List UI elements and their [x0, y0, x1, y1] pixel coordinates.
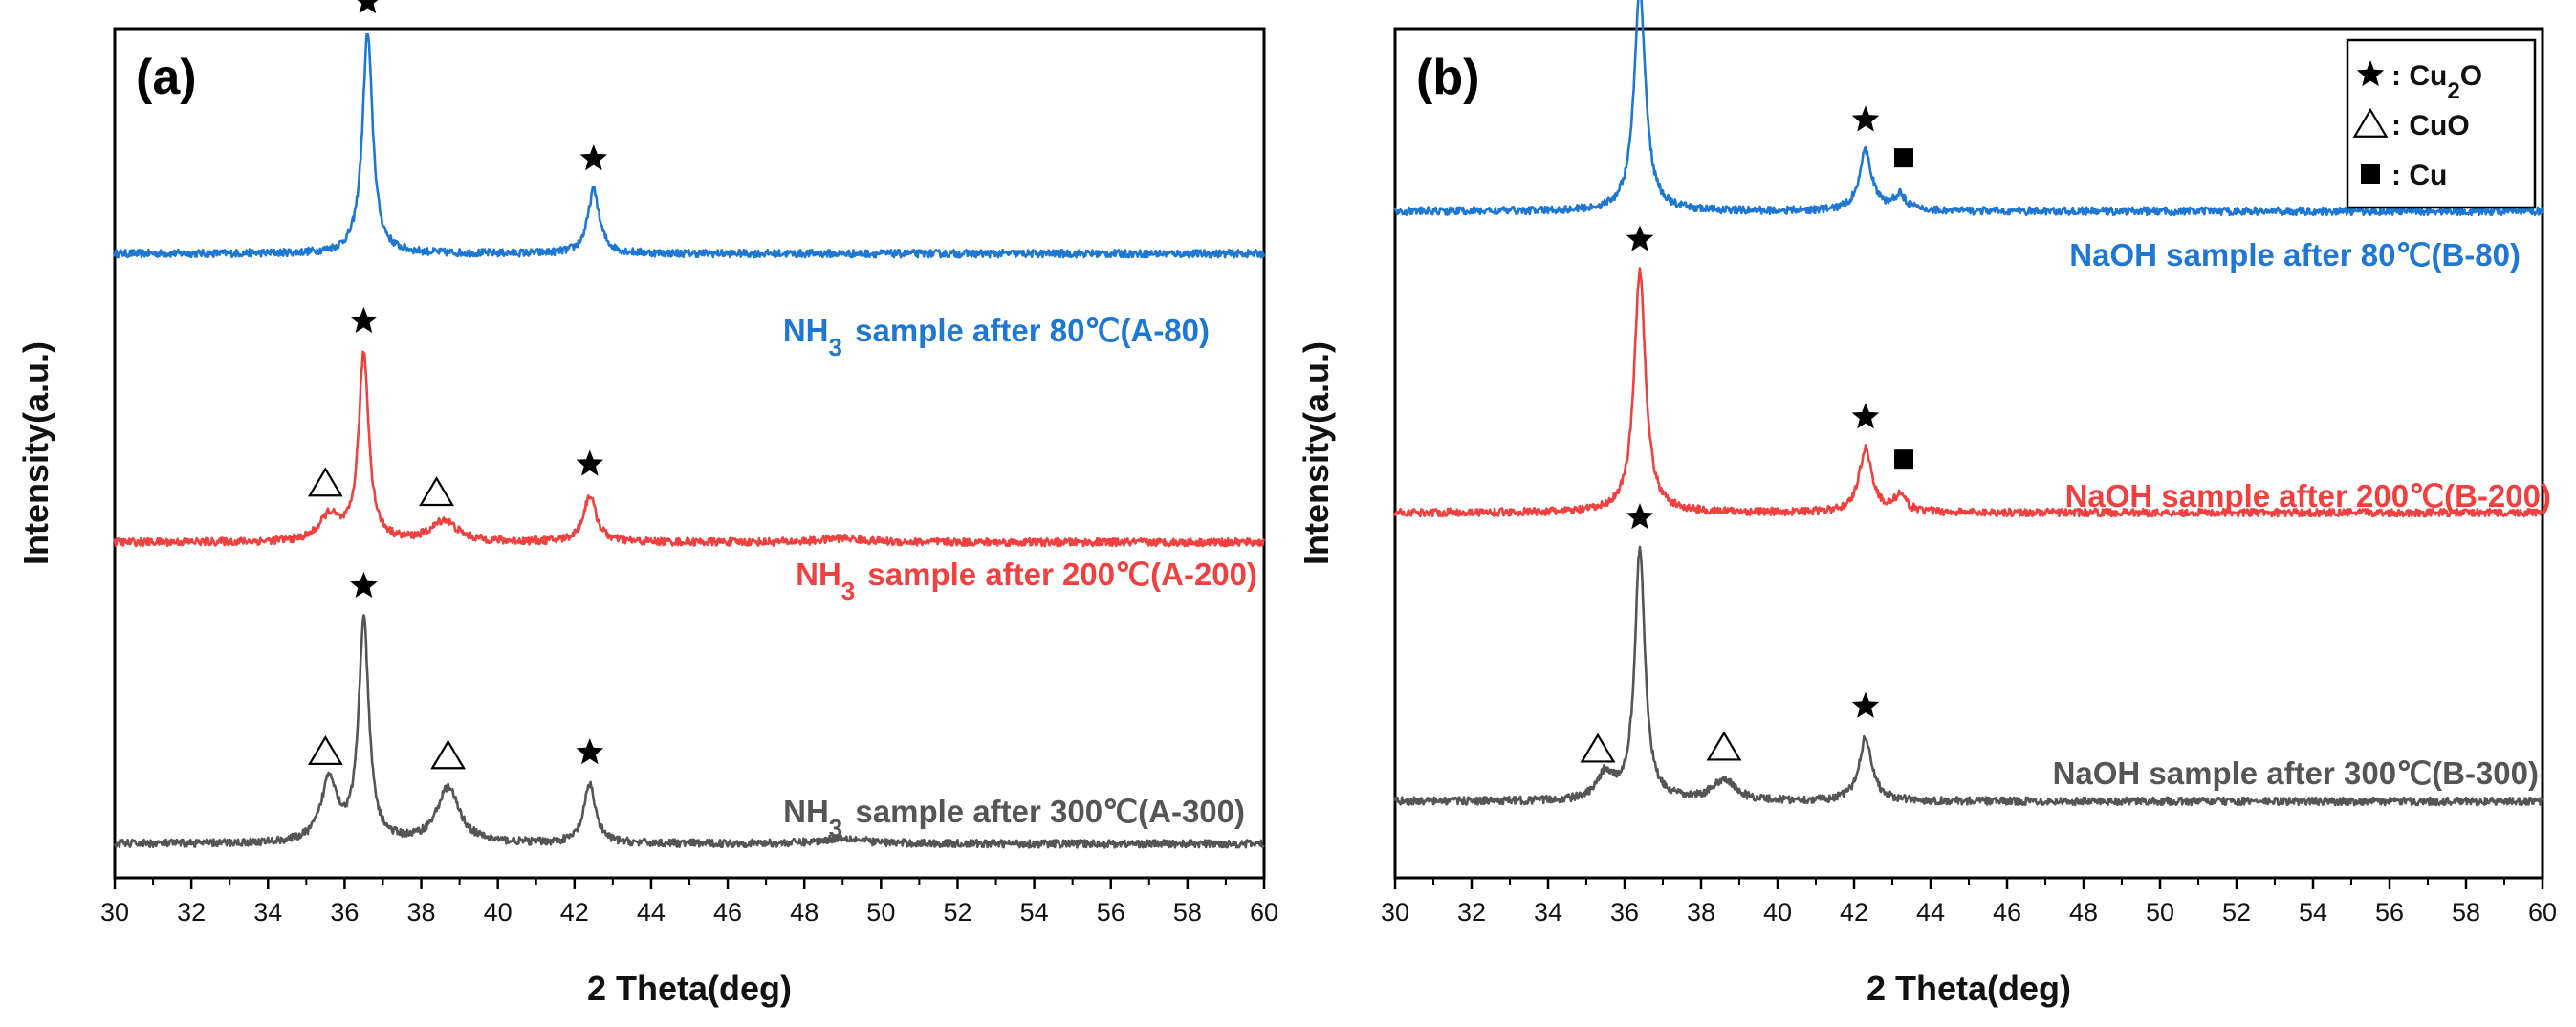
marker-triangle-B-300-2: [1706, 731, 1742, 761]
x-tick-label: 56: [1097, 898, 1125, 927]
x-tick-label: 32: [177, 898, 206, 927]
x-tick-label: 48: [790, 898, 819, 927]
series-label-A-200: NH3 sample after 200℃(A-200): [796, 557, 1257, 605]
x-tick-label: 46: [1993, 898, 2021, 927]
x-tick-label: 54: [1020, 898, 1049, 927]
marker-triangle-A-300-2: [430, 739, 467, 770]
marker-star-A-80-0: [357, 0, 379, 14]
marker-star-A-200-3: [576, 449, 604, 476]
x-tick-label: 52: [943, 898, 971, 927]
panel-label: (b): [1416, 50, 1479, 105]
x-tick-label: 36: [330, 898, 359, 927]
series-line-B-200: [1393, 267, 2544, 518]
x-tick-label: 36: [1610, 898, 1639, 927]
x-tick-label: 48: [2069, 898, 2098, 927]
panel-b: 30 32 34 36 38 40 42 44 46 48 50 52 54 56 58 60 2 Theta(…: [1297, 0, 2557, 1008]
x-tick-label: 58: [1173, 898, 1202, 927]
x-tick-label: 46: [713, 898, 742, 927]
x-tick-label: 54: [2299, 898, 2327, 927]
y-axis-title: Intensity(a.u.): [16, 341, 55, 565]
marker-square-B-200-2: [1894, 449, 1913, 470]
series-label-B-200: NaOH sample after 200℃(B-200): [2065, 478, 2551, 514]
marker-star-B-300-3: [1851, 691, 1880, 718]
series-line-A-200: [113, 350, 1266, 548]
marker-triangle-A-200-2: [419, 476, 454, 507]
marker-star-B-80-1: [1851, 105, 1880, 132]
x-tick-label: 60: [2528, 898, 2557, 927]
y-axis-title: Intensity(a.u.): [1297, 341, 1336, 565]
panel-label: (a): [136, 50, 197, 105]
x-axis-title: 2 Theta(deg): [587, 969, 792, 1008]
legend-triangle-icon: [2352, 107, 2389, 138]
legend-star-icon: [2356, 60, 2385, 87]
x-tick-label: 60: [1250, 898, 1278, 927]
marker-star-B-300-1: [1626, 503, 1654, 530]
series-label-B-300: NaOH sample after 300℃(B-300): [2053, 755, 2539, 791]
marker-star-A-300-1: [350, 571, 378, 598]
series-label-A-300: NH3 sample after 300℃(A-300): [783, 794, 1245, 842]
x-tick-label: 50: [2146, 898, 2174, 927]
x-tick-label: 58: [2452, 898, 2480, 927]
x-tick-label: 38: [407, 898, 436, 927]
x-tick-label: 44: [637, 898, 666, 927]
plot-frame: [113, 27, 1266, 880]
x-tick-label: 42: [560, 898, 589, 927]
legend-entry-text: : CuO: [2391, 110, 2470, 142]
legend-square-icon: [2361, 164, 2380, 184]
series-line-B-80: [1393, 0, 2544, 217]
marker-star-B-200-0: [1626, 225, 1654, 251]
x-tick-label: 34: [1534, 898, 1562, 927]
series-line-B-300: [1393, 545, 2543, 807]
panel-a: 30 32 34 36 38 40 42 44 46 48 50 52 54 56 58 60 2 Theta(…: [16, 0, 1278, 1008]
marker-star-B-200-1: [1851, 403, 1880, 429]
marker-square-B-80-2: [1894, 148, 1913, 168]
x-tick-label: 32: [1457, 898, 1486, 927]
marker-triangle-A-300-0: [307, 734, 343, 765]
x-tick-label: 44: [1916, 898, 1945, 927]
series-line-A-300: [113, 614, 1265, 849]
legend-entry-text: : Cu: [2391, 160, 2447, 191]
x-tick-label: 38: [1687, 898, 1715, 927]
x-tick-label: 56: [2375, 898, 2404, 927]
marker-star-A-300-3: [576, 738, 604, 765]
x-tick-label: 40: [1763, 898, 1792, 927]
x-tick-label: 50: [866, 898, 895, 927]
x-tick-label: 30: [100, 898, 129, 927]
marker-star-A-200-1: [350, 306, 378, 334]
x-tick-label: 40: [484, 898, 513, 927]
series-line-A-80: [113, 32, 1266, 259]
series-label-A-80: NH3 sample after 80℃(A-80): [783, 313, 1210, 361]
series-label-B-80: NaOH sample after 80℃(B-80): [2069, 237, 2521, 273]
marker-triangle-A-200-0: [307, 467, 343, 497]
x-tick-label: 42: [1840, 898, 1868, 927]
marker-star-A-80-1: [579, 144, 608, 171]
x-tick-label: 52: [2222, 898, 2251, 927]
marker-triangle-B-300-0: [1580, 732, 1616, 763]
x-tick-label: 34: [253, 898, 282, 927]
x-axis-title: 2 Theta(deg): [1867, 969, 2071, 1008]
x-tick-label: 30: [1381, 898, 1409, 927]
